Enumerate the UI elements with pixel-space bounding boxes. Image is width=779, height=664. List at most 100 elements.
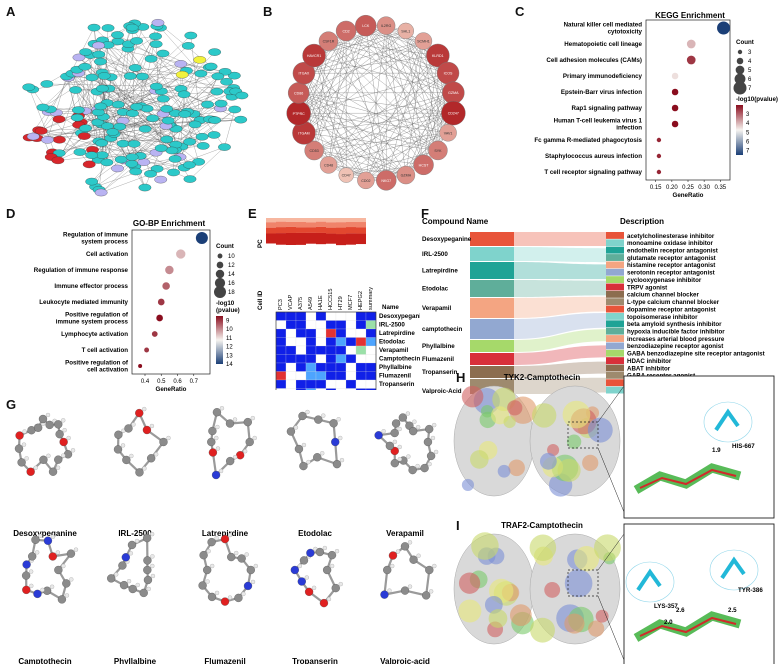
network-node: [211, 72, 225, 81]
molecule-10: [380, 540, 437, 600]
heatmap-row-label: Phyllalbine: [379, 364, 412, 371]
protein-domain: [557, 458, 581, 482]
network-node: [193, 56, 207, 64]
ring-edge: [345, 30, 449, 133]
molecule-3: [207, 406, 257, 480]
network-node: [151, 19, 165, 27]
pc-bar-segment: [286, 232, 296, 245]
x-tick-label: 0.35: [714, 185, 726, 191]
hydrogen-atom: [334, 549, 340, 554]
atom: [59, 437, 68, 447]
atom: [236, 451, 245, 460]
sankey-compound-node: [470, 319, 514, 339]
pc-bar-segment: [346, 218, 356, 223]
compound-label: IRL-2500: [422, 251, 448, 258]
atom: [304, 587, 314, 596]
residue-mesh: [703, 401, 753, 443]
hydrogen-atom: [253, 563, 258, 569]
sankey-flow: [514, 247, 606, 263]
network-node: [150, 165, 164, 173]
heatmap-cell: [365, 388, 377, 390]
hydrogen-atom: [321, 413, 326, 418]
size-legend-dot: [216, 261, 224, 269]
residue-sticks: [714, 408, 740, 432]
x-tick-label: 0.15: [650, 185, 662, 191]
sankey-description-node: [606, 342, 624, 350]
ring-node: [426, 43, 450, 68]
network-node: [129, 167, 143, 176]
network-edge: [98, 77, 112, 190]
network-node: [235, 91, 249, 100]
atom: [143, 556, 152, 565]
size-legend-label: 3: [748, 50, 752, 56]
x-axis-label: GeneRatio: [673, 192, 704, 199]
sankey-compound-node: [470, 366, 514, 378]
enrichment-dot: [151, 331, 158, 337]
network-node: [116, 139, 130, 148]
sankey-description-node: [606, 379, 624, 387]
heatmap-cell: [335, 328, 347, 338]
sankey-flow: [514, 361, 606, 378]
ring-node: [335, 20, 357, 42]
network-edge: [160, 27, 218, 92]
network-node: [188, 120, 202, 129]
hydrogen-atom: [305, 409, 310, 415]
atom: [398, 413, 408, 422]
atom: [38, 414, 48, 424]
protein-domain: [458, 572, 481, 594]
ring-edge: [298, 113, 406, 176]
atom: [385, 441, 395, 451]
ring-edge: [328, 41, 439, 151]
panel-label-a: A: [6, 4, 16, 19]
ring-node-label: CD47: [342, 174, 351, 178]
distance-label: 2.6: [676, 607, 685, 614]
network-node: [161, 116, 175, 125]
heatmap-cell: [365, 362, 377, 372]
molecule-name: IRL-2500: [118, 529, 152, 538]
sankey-description-node: [606, 320, 624, 328]
atom: [22, 585, 31, 595]
hydrogen-atom: [128, 551, 133, 556]
heatmap-row-label: Valproic-acid: [379, 390, 418, 391]
heatmap-cell: [275, 354, 287, 364]
atom: [408, 465, 417, 475]
hydrogen-atom: [338, 435, 343, 441]
x-tick-label: 0.4: [141, 379, 150, 385]
network-node: [220, 78, 233, 86]
category-label: Natural killer cell mediated: [564, 22, 643, 29]
hydrogen-atom: [22, 429, 27, 434]
network-node: [91, 118, 105, 127]
atom: [332, 459, 342, 469]
network-node: [130, 103, 143, 111]
residue-label: LYS-357: [654, 603, 678, 610]
hydrogen-atom: [406, 454, 411, 459]
hydrogen-atom: [149, 423, 155, 429]
kegg-dot-plot: KEGG Enrichment Natural killer cell media…: [534, 11, 778, 199]
heatmap-cell: [315, 311, 327, 321]
network-node: [70, 113, 84, 122]
panel-label-d: D: [6, 206, 16, 221]
heatmap-row-label: IRL-2500: [379, 322, 405, 329]
category-label: infection: [616, 125, 642, 132]
sankey-description-node: [606, 349, 624, 357]
network-node: [106, 128, 119, 136]
atom: [299, 556, 309, 565]
network-node: [149, 40, 163, 48]
molecule-name: Camptothecin: [18, 657, 71, 664]
network-node: [95, 139, 109, 147]
network-edge: [127, 48, 176, 114]
atom: [298, 411, 307, 421]
network-edge: [46, 83, 234, 89]
hydrogen-atom: [297, 563, 302, 569]
network-node: [40, 80, 54, 88]
description-label: acetylcholinesterase inhibitor: [627, 233, 715, 240]
hydrogen-atom: [134, 538, 140, 544]
atom: [234, 593, 243, 603]
protein-domain: [509, 604, 532, 627]
size-legend-title: Count: [216, 243, 234, 250]
ring-edge: [314, 25, 366, 151]
heatmap-row-label: Etodolac: [379, 339, 406, 346]
atom: [227, 552, 236, 562]
hydrogen-atom: [338, 581, 343, 587]
pc-bar-segment: [276, 233, 286, 245]
